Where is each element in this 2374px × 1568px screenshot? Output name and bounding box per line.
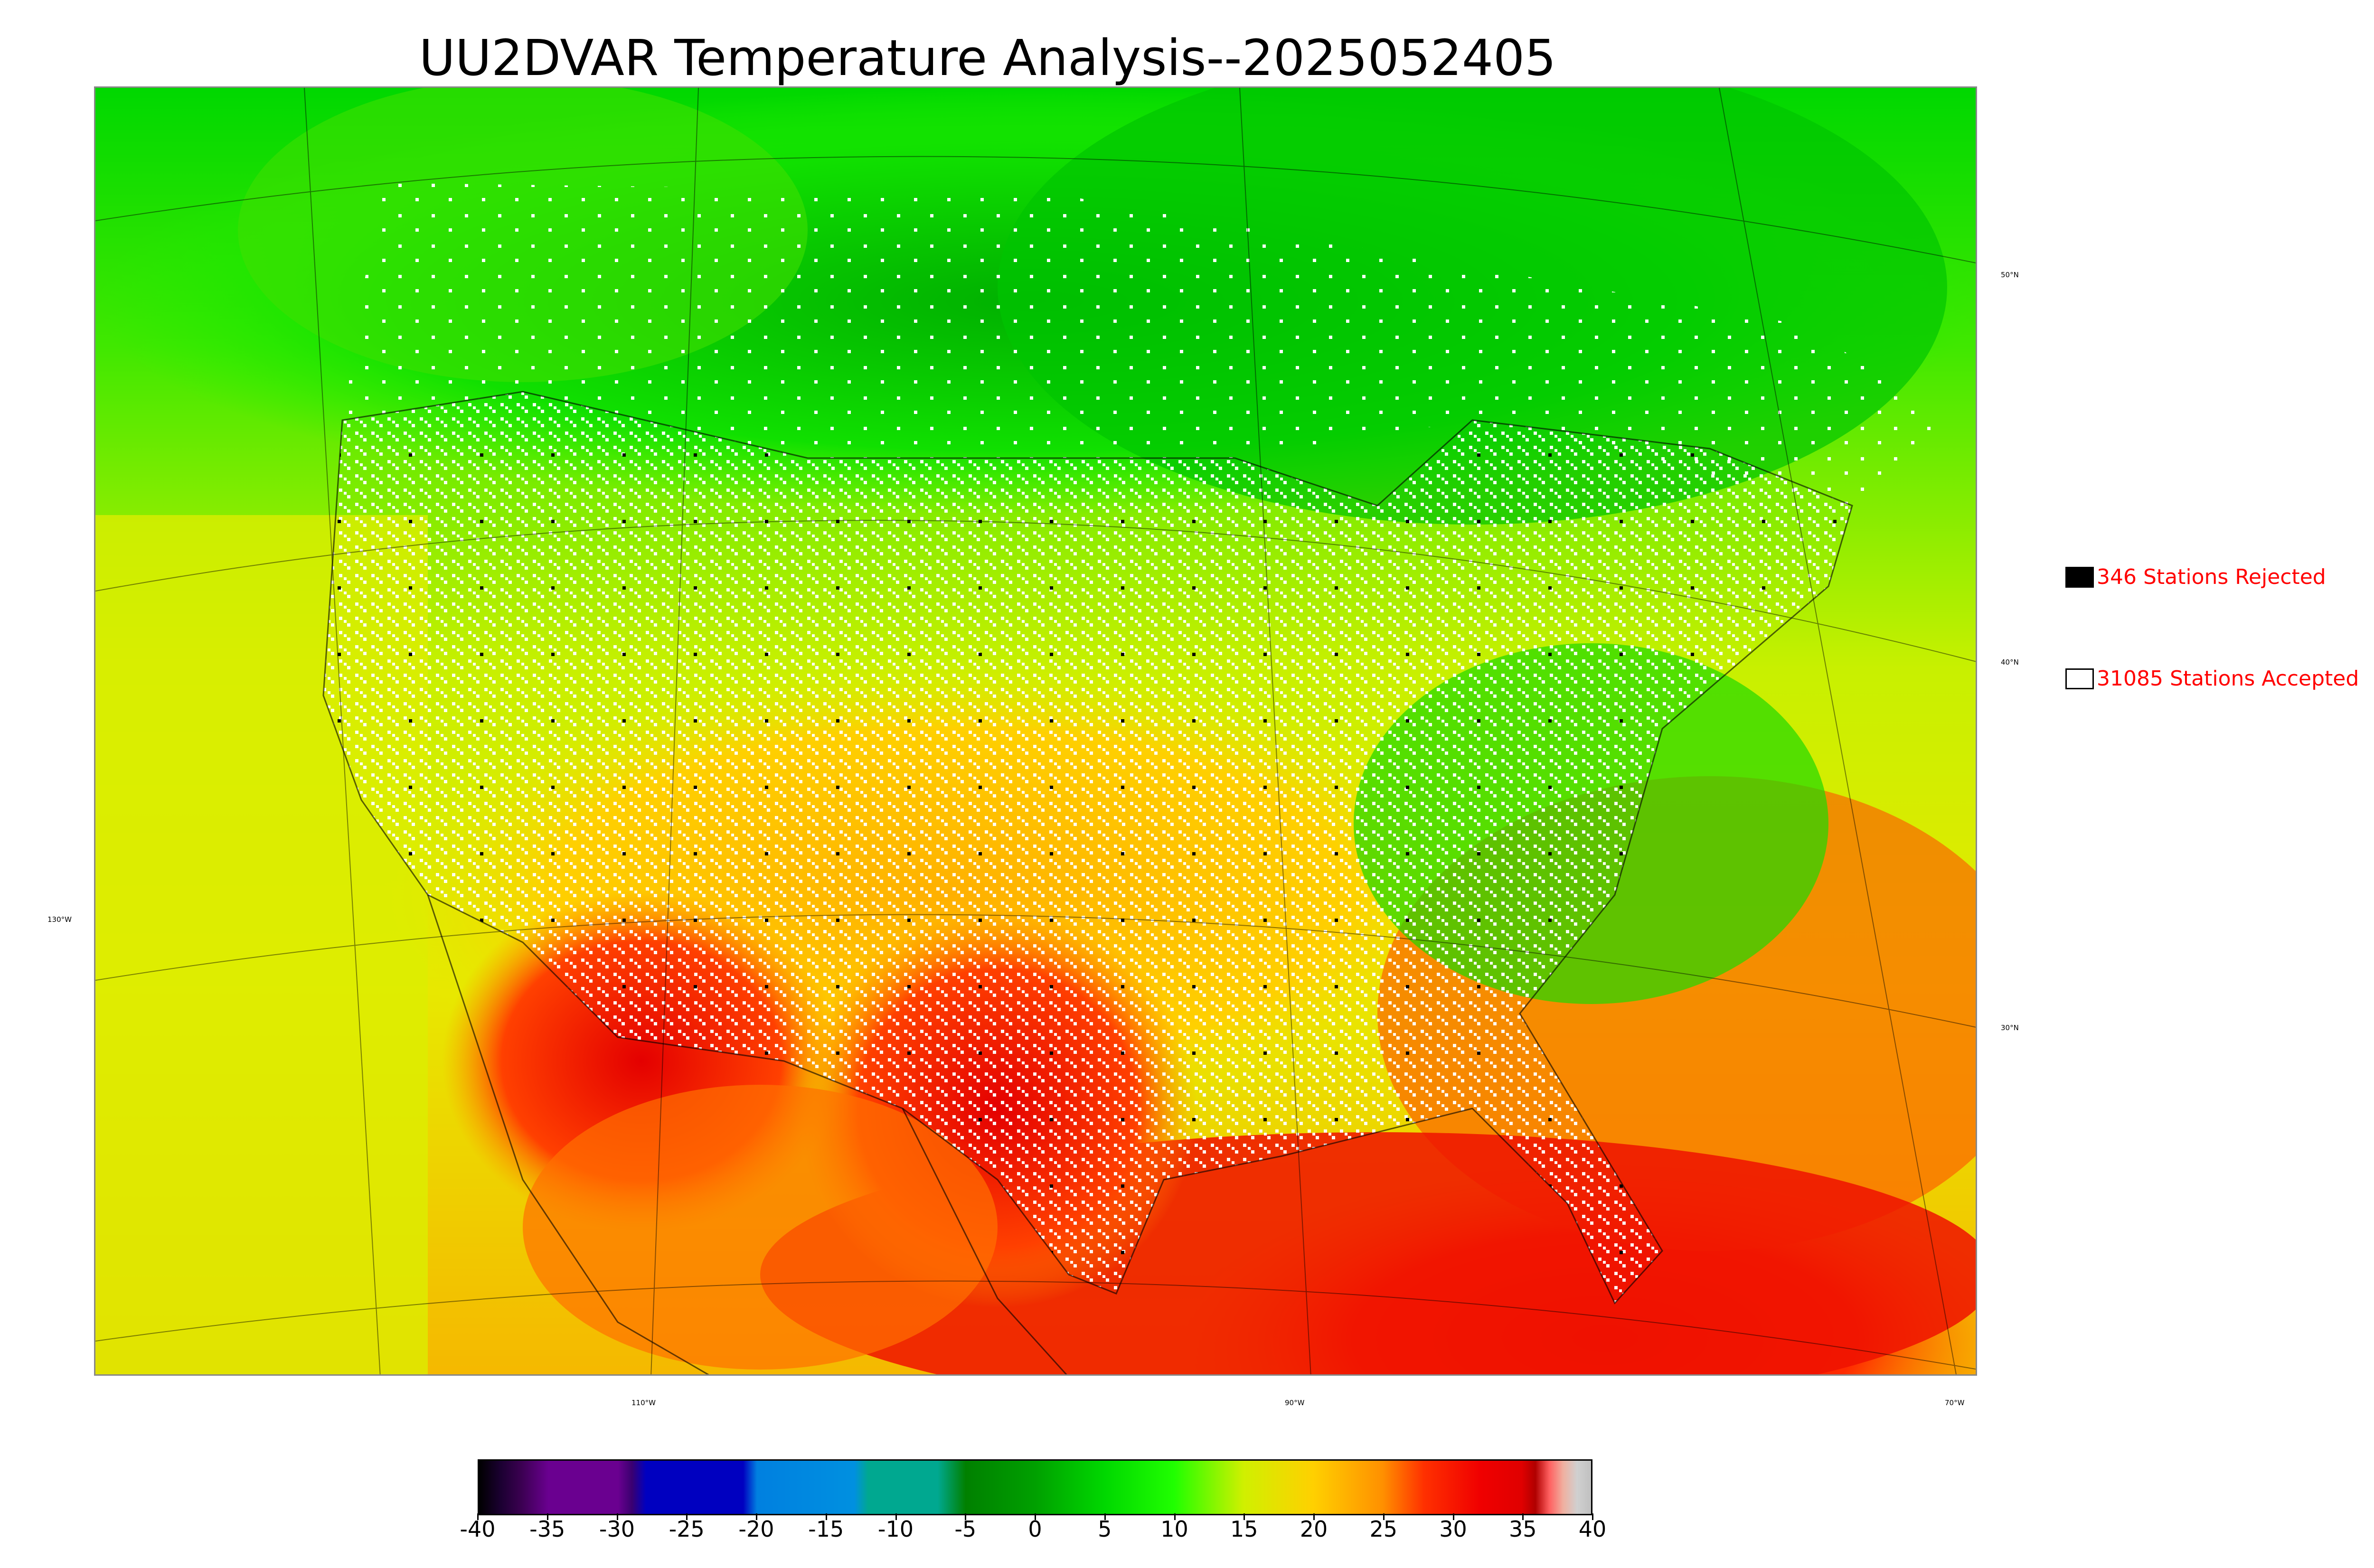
- rejected-label: 346 Stations Rejected: [2097, 565, 2326, 589]
- colorbar-tick-mark: [1522, 1513, 1524, 1520]
- rejected-swatch: [2065, 566, 2094, 588]
- colorbar-tick-mark: [686, 1513, 688, 1520]
- colorbar-tick-mark: [756, 1513, 757, 1520]
- lat-label-30n: 30°N: [2001, 1023, 2019, 1032]
- colorbar-tick-label: 15: [1230, 1516, 1258, 1542]
- lon-label-130w: 130°W: [47, 915, 72, 924]
- colorbar-tick-label: -20: [738, 1516, 774, 1542]
- colorbar-tick-label: 30: [1439, 1516, 1467, 1542]
- colorbar-tick-label: -15: [808, 1516, 844, 1542]
- colorbar-tick-mark: [1313, 1513, 1315, 1520]
- accepted-label: 31085 Stations Accepted: [2097, 667, 2359, 691]
- colorbar-tick-label: -5: [954, 1516, 977, 1542]
- colorbar-tick-mark: [1383, 1513, 1385, 1520]
- colorbar-tick-mark: [1244, 1513, 1245, 1520]
- lon-label-90w: 90°W: [1285, 1399, 1305, 1407]
- colorbar-tick-label: 5: [1098, 1516, 1112, 1542]
- page-title: UU2DVAR Temperature Analysis--2025052405: [419, 29, 1556, 87]
- lon-label-70w: 70°W: [1945, 1399, 1965, 1407]
- colorbar-tick-label: -30: [599, 1516, 635, 1542]
- colorbar-tick-mark: [1592, 1513, 1593, 1520]
- temperature-colorbar: [478, 1459, 1592, 1515]
- colorbar-tick-mark: [546, 1513, 548, 1520]
- colorbar-tick-label: 10: [1160, 1516, 1188, 1542]
- legend-accepted: 31085 Stations Accepted: [2065, 667, 2359, 691]
- colorbar-tick-label: -35: [529, 1516, 565, 1542]
- colorbar-tick-label: -40: [460, 1516, 496, 1542]
- colorbar-tick-mark: [965, 1513, 967, 1520]
- accepted-swatch: [2065, 668, 2094, 689]
- colorbar-tick-mark: [1035, 1513, 1036, 1520]
- colorbar-tick-mark: [1452, 1513, 1454, 1520]
- colorbar-tick-mark: [825, 1513, 827, 1520]
- colorbar-tick-label: 25: [1369, 1516, 1398, 1542]
- colorbar-tick-label: -10: [877, 1516, 914, 1542]
- colorbar-tick-mark: [895, 1513, 897, 1520]
- lon-label-110w: 110°W: [631, 1399, 656, 1407]
- lat-label-50n: 50°N: [2001, 271, 2019, 279]
- temperature-field: [95, 88, 1976, 1374]
- colorbar-tick-label: 35: [1508, 1516, 1537, 1542]
- colorbar-tick-label: -25: [669, 1516, 705, 1542]
- lat-label-40n: 40°N: [2001, 658, 2019, 667]
- colorbar-tick-mark: [616, 1513, 618, 1520]
- temperature-map: [94, 86, 1977, 1376]
- colorbar-tick-mark: [1104, 1513, 1106, 1520]
- legend-rejected: 346 Stations Rejected: [2065, 565, 2326, 589]
- colorbar-tick-label: 0: [1028, 1516, 1042, 1542]
- colorbar-tick-mark: [1174, 1513, 1176, 1520]
- colorbar-tick-mark: [477, 1513, 479, 1520]
- colorbar-tick-label: 20: [1300, 1516, 1328, 1542]
- colorbar-tick-label: 40: [1578, 1516, 1607, 1542]
